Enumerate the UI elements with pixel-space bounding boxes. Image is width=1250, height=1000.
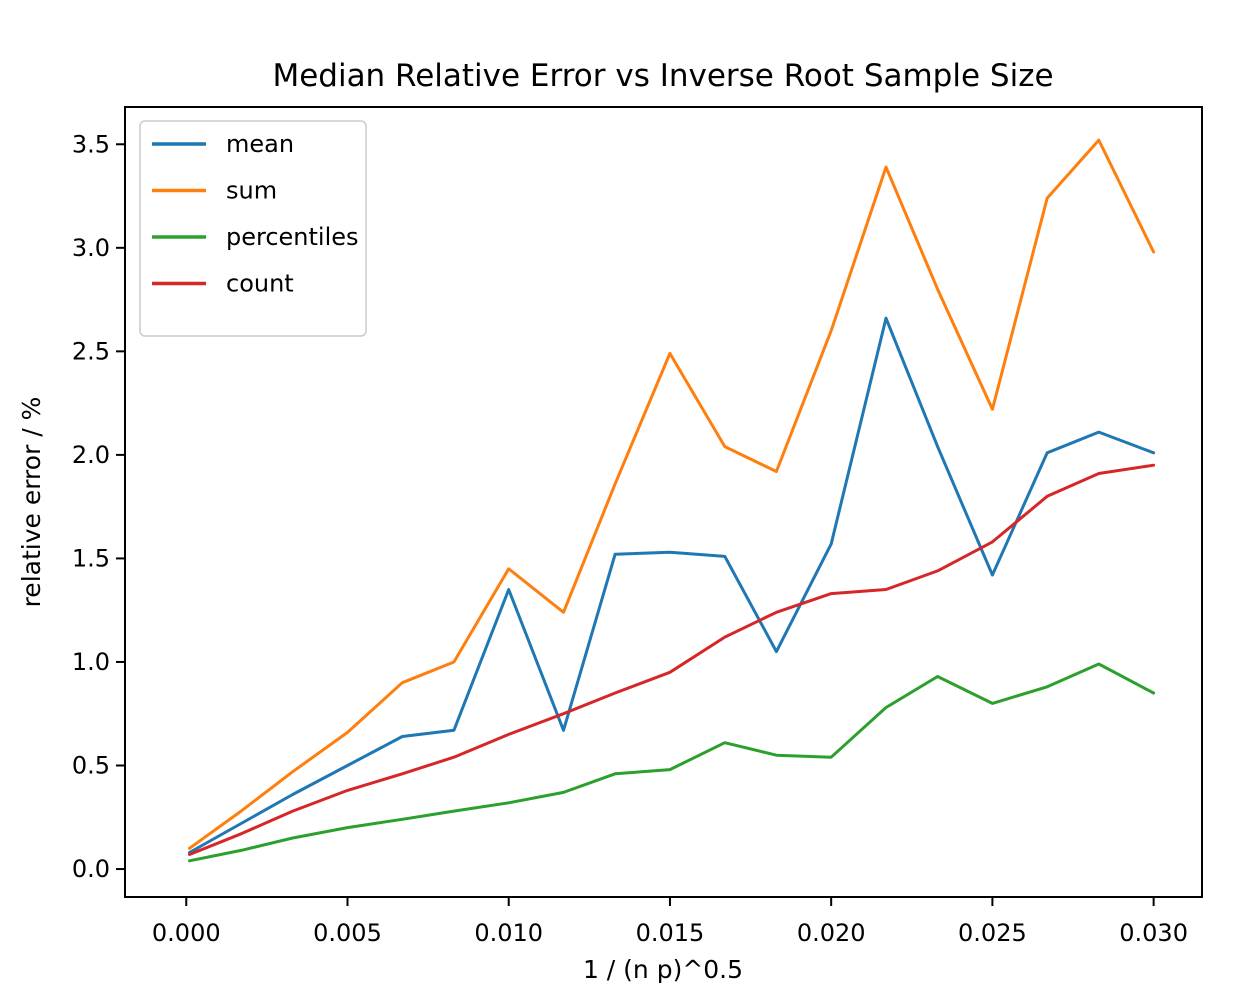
series-line-count xyxy=(188,463,1156,856)
chart-title: Median Relative Error vs Inverse Root Sa… xyxy=(272,58,1053,94)
legend-label-count: count xyxy=(226,270,294,298)
series-line-percentiles xyxy=(188,662,1156,863)
x-tick-label: 0.010 xyxy=(474,919,543,947)
y-tick-label: 0.0 xyxy=(72,855,110,883)
y-tick-label: 2.5 xyxy=(72,337,110,365)
plot-area xyxy=(124,106,1203,898)
y-tick-label: 2.0 xyxy=(72,441,110,469)
x-tick-label: 0.025 xyxy=(958,919,1027,947)
series-line-mean xyxy=(188,316,1156,854)
legend-label-mean: mean xyxy=(226,130,294,158)
x-tick-label: 0.020 xyxy=(797,919,866,947)
y-tick-label: 1.5 xyxy=(72,544,110,572)
x-axis-label: 1 / (n p)^0.5 xyxy=(583,955,743,984)
x-tick-label: 0.030 xyxy=(1119,919,1188,947)
y-axis-ticks: 0.0 0.5 1.0 1.5 2.0 2.5 3.0 3.5 xyxy=(72,130,125,883)
y-tick-label: 3.5 xyxy=(72,130,110,158)
legend: mean sum percentiles count xyxy=(139,120,367,337)
y-axis-label: relative error / % xyxy=(17,397,46,608)
series-line-sum xyxy=(188,138,1156,850)
x-axis-ticks: 0.000 0.005 0.010 0.015 0.020 0.025 0.030 xyxy=(152,897,1188,947)
series-lines xyxy=(188,138,1156,863)
y-tick-label: 1.0 xyxy=(72,648,110,676)
y-tick-label: 0.5 xyxy=(72,752,110,780)
y-tick-label: 3.0 xyxy=(72,234,110,262)
legend-label-sum: sum xyxy=(226,177,277,205)
legend-label-percentiles: percentiles xyxy=(226,223,359,251)
x-tick-label: 0.005 xyxy=(313,919,382,947)
x-tick-label: 0.000 xyxy=(152,919,221,947)
x-tick-label: 0.015 xyxy=(636,919,705,947)
